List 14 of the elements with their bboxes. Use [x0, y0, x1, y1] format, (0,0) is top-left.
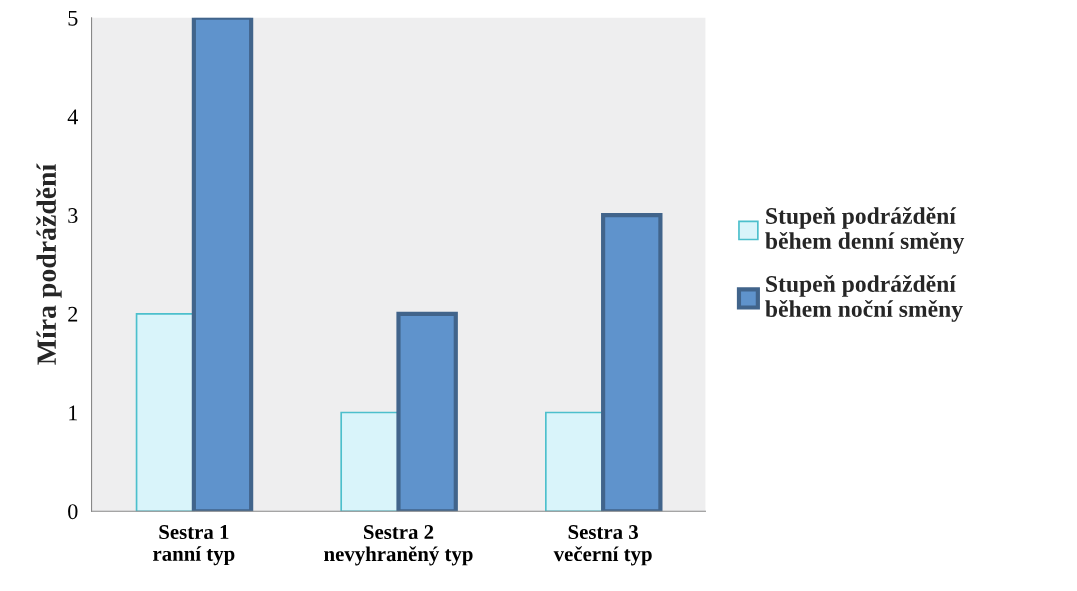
y-tick-label: 2 — [68, 306, 78, 322]
y-tick-label: 5 — [68, 10, 78, 26]
y-tick-label: 0 — [68, 504, 78, 520]
y-tick-label: 4 — [67, 109, 78, 125]
y-tick-label: 1 — [69, 405, 78, 421]
x-tick-label: Sestra 2 nevyhraněný typ — [324, 525, 473, 566]
x-tick-label: Sestra 1 ranní typ — [153, 525, 235, 566]
bar — [135, 312, 195, 512]
y-tick-label: 3 — [68, 208, 78, 224]
y-axis-title: Míra podráždění — [36, 163, 62, 365]
legend-label: Stupeň podráždění během denní směny — [765, 207, 965, 254]
bar — [544, 411, 604, 512]
legend-label: Stupeň podráždění během noční směny — [765, 275, 963, 322]
x-tick-label: Sestra 3 večerní typ — [553, 525, 652, 566]
